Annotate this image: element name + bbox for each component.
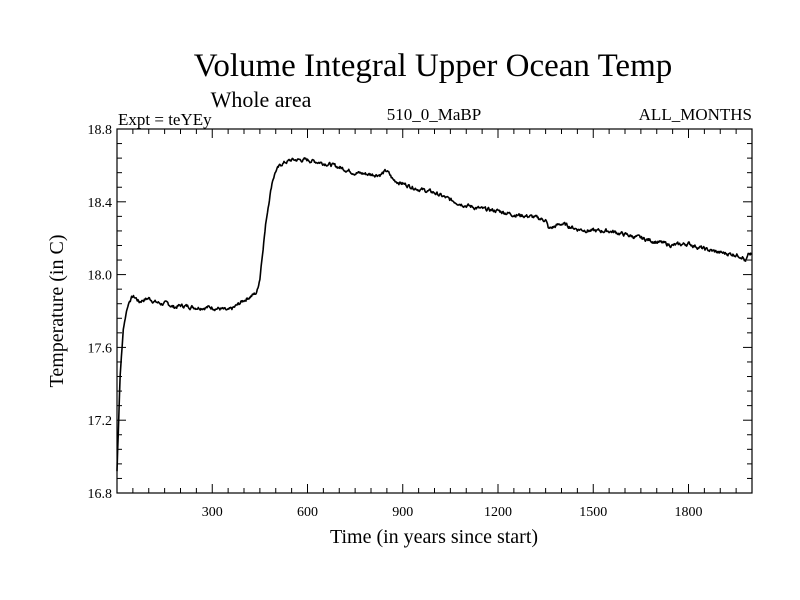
y-tick-label: 18.0 bbox=[88, 269, 113, 284]
x-tick-label: 900 bbox=[392, 505, 413, 520]
chart-title: Volume Integral Upper Ocean Temp bbox=[194, 48, 672, 84]
y-axis-label: Temperature (in C) bbox=[46, 235, 68, 388]
plot-frame bbox=[116, 128, 753, 494]
y-tick-label: 18.8 bbox=[88, 123, 113, 138]
expt-label: Expt = teYEy bbox=[118, 110, 212, 129]
chart-subtitle: Whole area bbox=[211, 87, 312, 112]
y-tick-label: 17.6 bbox=[88, 341, 113, 356]
x-tick-label: 1500 bbox=[579, 505, 607, 520]
run-label: 510_0_MaBP bbox=[387, 105, 481, 124]
x-tick-label: 1800 bbox=[675, 505, 703, 520]
y-tick-label: 16.8 bbox=[88, 487, 113, 502]
x-axis: 300 600 900 1200 1500 1800 bbox=[132, 129, 737, 520]
series-line bbox=[116, 157, 753, 472]
y-tick-label: 17.2 bbox=[88, 414, 113, 429]
x-tick-label: 600 bbox=[297, 505, 318, 520]
months-label: ALL_MONTHS bbox=[639, 105, 752, 124]
x-tick-label: 1200 bbox=[484, 505, 512, 520]
x-tick-label: 300 bbox=[202, 505, 223, 520]
x-axis-label: Time (in years since start) bbox=[330, 526, 538, 548]
y-axis: 16.8 17.2 17.6 18.0 18.4 18.8 bbox=[88, 123, 752, 502]
y-tick-label: 18.4 bbox=[88, 196, 113, 211]
